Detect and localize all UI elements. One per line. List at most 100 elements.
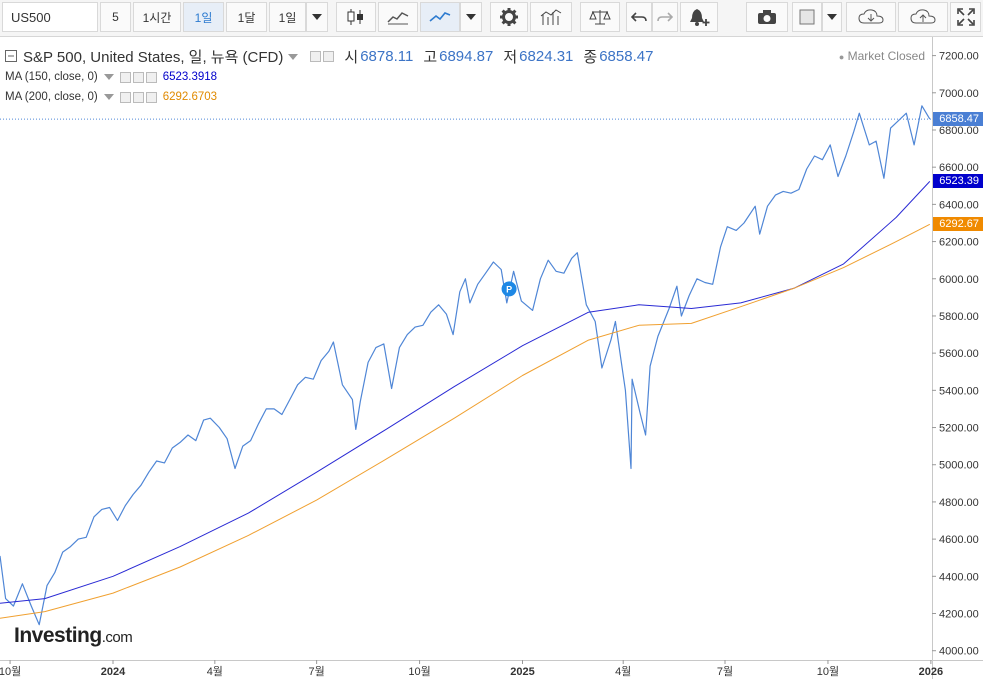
collapse-icon[interactable] [5,50,18,63]
logo-suffix: .com [101,629,133,646]
legend-title: S&P 500, United States, 일, 뉴욕 (CFD) [23,49,284,66]
close-value: 6858.47 [599,48,654,65]
symbol-input[interactable]: US500 [2,2,98,32]
event-marker-label: P [506,284,512,294]
gear-icon[interactable] [132,91,144,103]
cloud-upload-icon [910,9,936,24]
interval-select-button[interactable]: 1일 [269,2,306,32]
compare-button[interactable] [580,2,620,32]
price-axis: 4000.00 4200.00 4400.00 4600.00 4800.00 5000.… [932,37,979,679]
interval-5min-button[interactable]: 5 [100,2,131,32]
x-tick-label: 10월 [817,665,839,678]
investing-logo: Investing.com [14,624,133,648]
square-icon [799,9,815,25]
scale-icon [589,10,611,25]
interval-1hour-button[interactable]: 1시간 [133,2,181,32]
interval-dropdown-button[interactable] [306,2,328,32]
chart-type-dropdown[interactable] [460,2,482,32]
open-label: 시 [344,49,359,66]
close-icon[interactable] [145,71,157,83]
x-tick-label: 7월 [717,665,733,678]
market-status: ● Market Closed [838,49,925,63]
ma200-legend: MA (200, close, 0) 6292.6703 [5,91,217,103]
y-tick-label: 4400.00 [939,571,979,583]
chevron-down-icon[interactable] [103,94,114,100]
y-tick-label: 7000.00 [939,88,979,100]
y-tick-label: 5600.00 [939,348,979,360]
indicators-button[interactable] [530,2,572,32]
toolbar: US500 5 1시간 1일 1달 1일 [0,0,983,37]
y-tick-label: 7200.00 [939,51,979,63]
ma150-series-line [0,181,931,604]
y-tick-label: 5800.00 [939,311,979,323]
eye-icon[interactable] [119,71,131,83]
market-status-text: Market Closed [847,49,925,63]
logo-brand: Investing [14,624,102,647]
indicators-icon [540,9,562,25]
y-tick-label: 5000.00 [939,460,979,472]
undo-button[interactable] [626,2,652,32]
last-price-tag: 6858.47 [933,112,983,127]
time-axis: 10월 2024 4월 7월 10월 2025 4월 7월 10월 2026 [0,660,983,678]
event-marker [501,281,517,297]
area-chart-button[interactable] [378,2,418,32]
low-label: 저 [503,49,518,66]
x-tick-label: 2025 [510,666,534,678]
ma200-label: MA (200, close, 0) [5,91,98,103]
ma150-price-tag: 6523.39 [933,174,983,189]
x-tick-label: 7월 [309,665,325,678]
chevron-down-icon [466,14,476,20]
x-tick-label: 2026 [919,666,943,678]
template-dropdown[interactable] [822,2,842,32]
bell-plus-icon [690,9,710,26]
gear-icon [500,8,518,26]
plot-area: P [0,105,932,626]
y-tick-label: 4000.00 [939,646,979,658]
template-button[interactable] [792,2,822,32]
price-chart[interactable]: 4000.00 4200.00 4400.00 4600.00 4800.00 5000.… [0,37,983,679]
chevron-down-icon [312,14,322,20]
interval-1day-button[interactable]: 1일 [183,2,224,32]
chevron-down-icon[interactable] [103,74,114,80]
high-label: 고 [423,49,438,66]
fullscreen-button[interactable] [950,2,981,32]
settings-button[interactable] [490,2,528,32]
chevron-down-icon[interactable] [288,53,299,60]
low-value: 6824.31 [519,48,574,65]
legend: S&P 500, United States, 일, 뉴욕 (CFD) 시 687… [5,46,653,67]
y-tick-label: 4600.00 [939,534,979,546]
x-tick-label: 10월 [0,665,21,678]
snapshot-button[interactable] [746,2,788,32]
ma150-value: 6523.3918 [162,71,218,83]
y-tick-label: 6800.00 [939,125,979,137]
line-chart-button[interactable] [420,2,460,32]
close-icon[interactable] [145,91,157,103]
y-tick-label: 5400.00 [939,385,979,397]
open-value: 6878.11 [360,48,414,65]
x-tick-label: 2024 [101,666,126,678]
eye-icon[interactable] [310,51,322,62]
eye-icon[interactable] [119,91,131,103]
ma150-label: MA (150, close, 0) [5,71,98,83]
interval-1month-button[interactable]: 1달 [226,2,267,32]
gear-icon[interactable] [132,71,144,83]
redo-icon [657,12,673,22]
fullscreen-icon [956,8,975,26]
undo-icon [631,12,647,22]
close-label: 종 [583,49,598,66]
redo-button[interactable] [652,2,678,32]
y-tick-label: 4800.00 [939,497,979,509]
cloud-download-button[interactable] [846,2,896,32]
x-tick-label: 4월 [207,665,223,678]
y-tick-label: 6000.00 [939,274,979,286]
high-value: 6894.87 [439,48,494,65]
gear-icon[interactable] [323,51,335,62]
candlestick-icon [347,9,363,25]
alert-button[interactable] [680,2,718,32]
ma200-series-line [0,223,931,619]
ma200-price-tag: 6292.67 [933,217,983,232]
y-tick-label: 4200.00 [939,609,979,621]
cloud-upload-button[interactable] [898,2,948,32]
candlestick-button[interactable] [336,2,376,32]
y-tick-label: 6200.00 [939,237,979,249]
